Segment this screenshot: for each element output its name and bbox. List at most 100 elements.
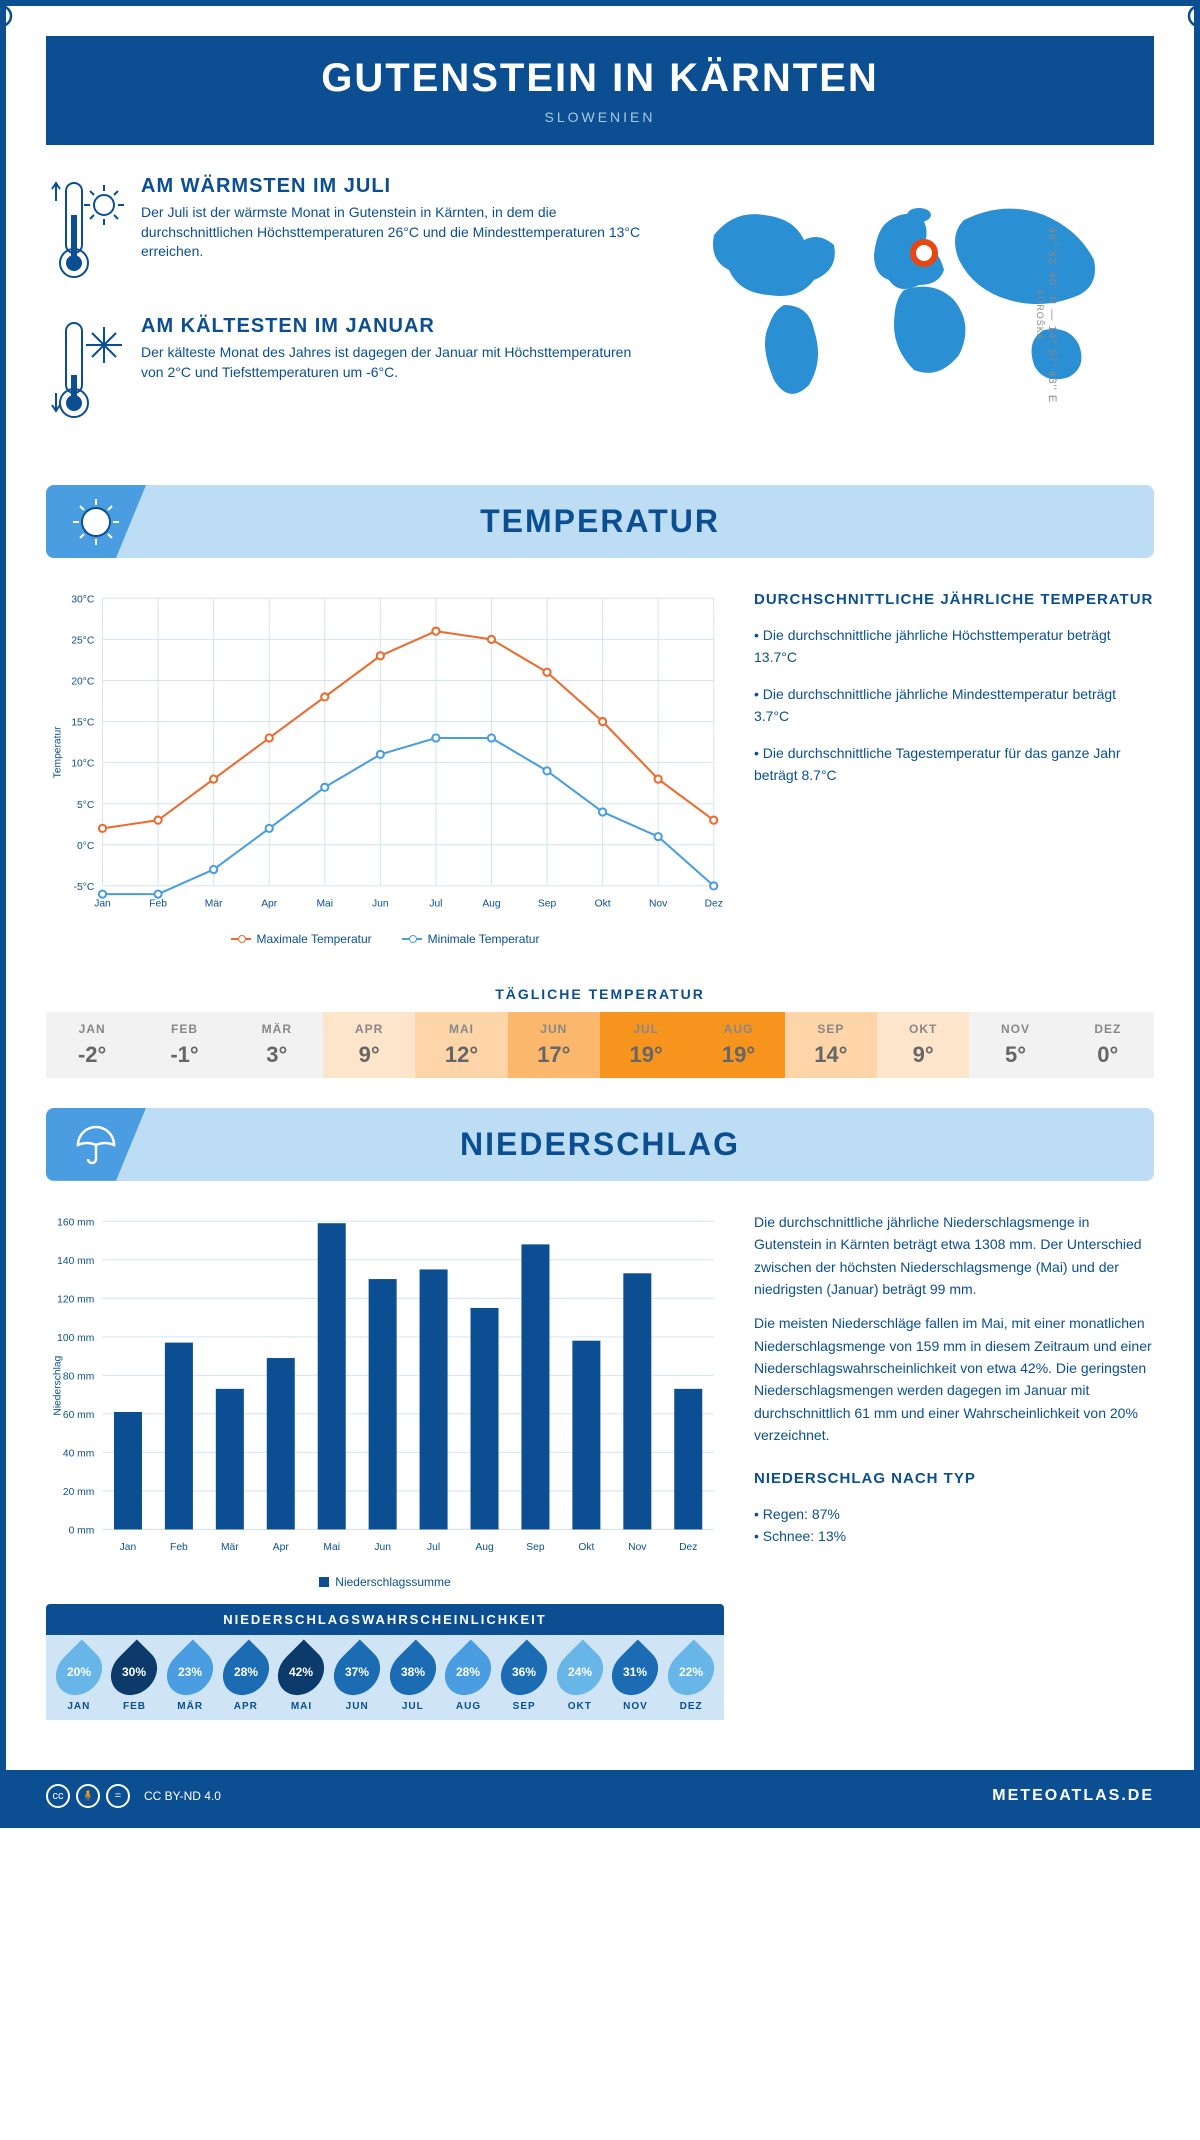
svg-text:10°C: 10°C xyxy=(71,759,95,770)
svg-text:40 mm: 40 mm xyxy=(63,1448,94,1459)
svg-text:Dez: Dez xyxy=(705,898,723,909)
svg-text:Apr: Apr xyxy=(261,898,278,909)
coldest-title: AM KÄLTESTEN IM JANUAR xyxy=(141,315,644,338)
coldest-text: Der kälteste Monat des Jahres ist dagege… xyxy=(141,343,644,382)
temp-bullets: • Die durchschnittliche jährliche Höchst… xyxy=(754,624,1154,786)
precip-para1: Die durchschnittliche jährliche Niedersc… xyxy=(754,1211,1154,1301)
probability-drop: 23% MÄR xyxy=(163,1647,217,1712)
wind-icon xyxy=(1164,0,1200,41)
daily-temp-cell: NOV5° xyxy=(969,1012,1061,1078)
temp-bullet: • Die durchschnittliche jährliche Mindes… xyxy=(754,683,1154,728)
svg-text:60 mm: 60 mm xyxy=(63,1410,94,1421)
temperature-legend: Maximale Temperatur Minimale Temperatur xyxy=(46,932,724,946)
daily-temp-cell: JUL19° xyxy=(600,1012,692,1078)
precip-rain: • Regen: 87% xyxy=(754,1503,1154,1525)
svg-text:0°C: 0°C xyxy=(77,841,95,852)
thermometer-hot-icon xyxy=(46,175,126,290)
svg-text:Jun: Jun xyxy=(372,898,389,909)
footer: cc 🧍 = CC BY-ND 4.0 METEOATLAS.DE xyxy=(6,1770,1194,1822)
thermometer-cold-icon xyxy=(46,315,126,430)
probability-drop: 20% JAN xyxy=(52,1647,106,1712)
svg-text:Sep: Sep xyxy=(526,1542,545,1553)
temperature-section-header: TEMPERATUR xyxy=(46,485,1154,558)
temperature-title: TEMPERATUR xyxy=(76,503,1124,540)
precip-snow: • Schnee: 13% xyxy=(754,1525,1154,1547)
daily-temp-cell: DEZ0° xyxy=(1062,1012,1154,1078)
svg-text:Apr: Apr xyxy=(273,1542,290,1553)
svg-text:160 mm: 160 mm xyxy=(57,1217,94,1228)
daily-temp-cell: AUG19° xyxy=(692,1012,784,1078)
svg-text:Niederschlag: Niederschlag xyxy=(52,1355,63,1415)
temp-bullet: • Die durchschnittliche jährliche Höchst… xyxy=(754,624,1154,669)
precip-type-heading: NIEDERSCHLAG NACH TYP xyxy=(754,1467,1154,1491)
probability-drop: 37% JUN xyxy=(330,1647,384,1712)
license-info: cc 🧍 = CC BY-ND 4.0 xyxy=(46,1784,221,1808)
daily-temp-cell: JAN-2° xyxy=(46,1012,138,1078)
svg-text:Jan: Jan xyxy=(94,898,111,909)
coldest-summary: AM KÄLTESTEN IM JANUAR Der kälteste Mona… xyxy=(46,315,644,430)
page-title: GUTENSTEIN IN KÄRNTEN xyxy=(86,56,1114,101)
svg-text:Mai: Mai xyxy=(316,898,333,909)
svg-text:-5°C: -5°C xyxy=(74,882,95,893)
probability-drop: 31% NOV xyxy=(609,1647,663,1712)
svg-text:Okt: Okt xyxy=(578,1542,594,1553)
svg-text:80 mm: 80 mm xyxy=(63,1371,94,1382)
umbrella-icon xyxy=(46,1108,146,1181)
svg-text:Dez: Dez xyxy=(679,1542,697,1553)
daily-temp-title: TÄGLICHE TEMPERATUR xyxy=(6,986,1194,1002)
precip-para2: Die meisten Niederschläge fallen im Mai,… xyxy=(754,1312,1154,1446)
wind-icon xyxy=(0,0,36,41)
svg-text:15°C: 15°C xyxy=(71,718,95,729)
svg-text:Mai: Mai xyxy=(323,1542,340,1553)
svg-text:Aug: Aug xyxy=(475,1542,494,1553)
svg-text:20 mm: 20 mm xyxy=(63,1487,94,1498)
probability-header: NIEDERSCHLAGSWAHRSCHEINLICHKEIT xyxy=(46,1604,724,1635)
warmest-text: Der Juli ist der wärmste Monat in Gutens… xyxy=(141,203,644,262)
svg-text:Feb: Feb xyxy=(170,1542,188,1553)
svg-text:Okt: Okt xyxy=(595,898,611,909)
daily-temp-grid: JAN-2° FEB-1° MÄR3° APR9° MAI12° JUN17° … xyxy=(46,1012,1154,1078)
svg-text:0 mm: 0 mm xyxy=(69,1525,95,1536)
probability-drop: 42% MAI xyxy=(275,1647,329,1712)
svg-text:Jun: Jun xyxy=(374,1542,391,1553)
precipitation-title: NIEDERSCHLAG xyxy=(76,1126,1124,1163)
daily-temp-cell: MAI12° xyxy=(415,1012,507,1078)
svg-text:5°C: 5°C xyxy=(77,800,95,811)
probability-drop: 30% FEB xyxy=(108,1647,162,1712)
svg-text:Nov: Nov xyxy=(628,1542,647,1553)
precipitation-legend: Niederschlagssumme xyxy=(46,1575,724,1589)
daily-temp-cell: SEP14° xyxy=(785,1012,877,1078)
precipitation-bar-chart: 0 mm20 mm40 mm60 mm80 mm100 mm120 mm140 … xyxy=(46,1211,724,1560)
temp-bullet: • Die durchschnittliche Tagestemperatur … xyxy=(754,742,1154,787)
svg-text:Sep: Sep xyxy=(538,898,557,909)
probability-drop: 28% AUG xyxy=(442,1647,496,1712)
probability-drop: 22% DEZ xyxy=(664,1647,718,1712)
temperature-line-chart: -5°C0°C5°C10°C15°C20°C25°C30°CJanFebMärA… xyxy=(46,588,724,917)
svg-text:Jul: Jul xyxy=(429,898,442,909)
svg-text:Jul: Jul xyxy=(427,1542,440,1553)
world-map: 46° 32' 40'' N — 14° 57' 43'' E KOROŠKA xyxy=(674,175,1154,455)
precipitation-section-header: NIEDERSCHLAG xyxy=(46,1108,1154,1181)
warmest-title: AM WÄRMSTEN IM JULI xyxy=(141,175,644,198)
probability-grid: 20% JAN 30% FEB 23% MÄR 28% APR 42% MAI … xyxy=(46,1635,724,1720)
svg-text:Aug: Aug xyxy=(482,898,501,909)
daily-temp-cell: APR9° xyxy=(323,1012,415,1078)
svg-text:140 mm: 140 mm xyxy=(57,1256,94,1267)
svg-text:25°C: 25°C xyxy=(71,635,95,646)
temp-info-heading: DURCHSCHNITTLICHE JÄHRLICHE TEMPERATUR xyxy=(754,588,1154,612)
coordinates: 46° 32' 40'' N — 14° 57' 43'' E KOROŠKA xyxy=(1034,195,1058,435)
daily-temp-cell: MÄR3° xyxy=(231,1012,323,1078)
svg-text:120 mm: 120 mm xyxy=(57,1294,94,1305)
page-subtitle: SLOWENIEN xyxy=(86,109,1114,125)
svg-text:Temperatur: Temperatur xyxy=(52,726,63,779)
cc-icon: cc xyxy=(46,1784,70,1808)
by-icon: 🧍 xyxy=(76,1784,100,1808)
sun-icon xyxy=(46,485,146,558)
probability-drop: 38% JUL xyxy=(386,1647,440,1712)
svg-text:30°C: 30°C xyxy=(71,594,95,605)
svg-text:Nov: Nov xyxy=(649,898,668,909)
svg-text:20°C: 20°C xyxy=(71,677,95,688)
daily-temp-cell: OKT9° xyxy=(877,1012,969,1078)
daily-temp-cell: JUN17° xyxy=(508,1012,600,1078)
probability-drop: 28% APR xyxy=(219,1647,273,1712)
